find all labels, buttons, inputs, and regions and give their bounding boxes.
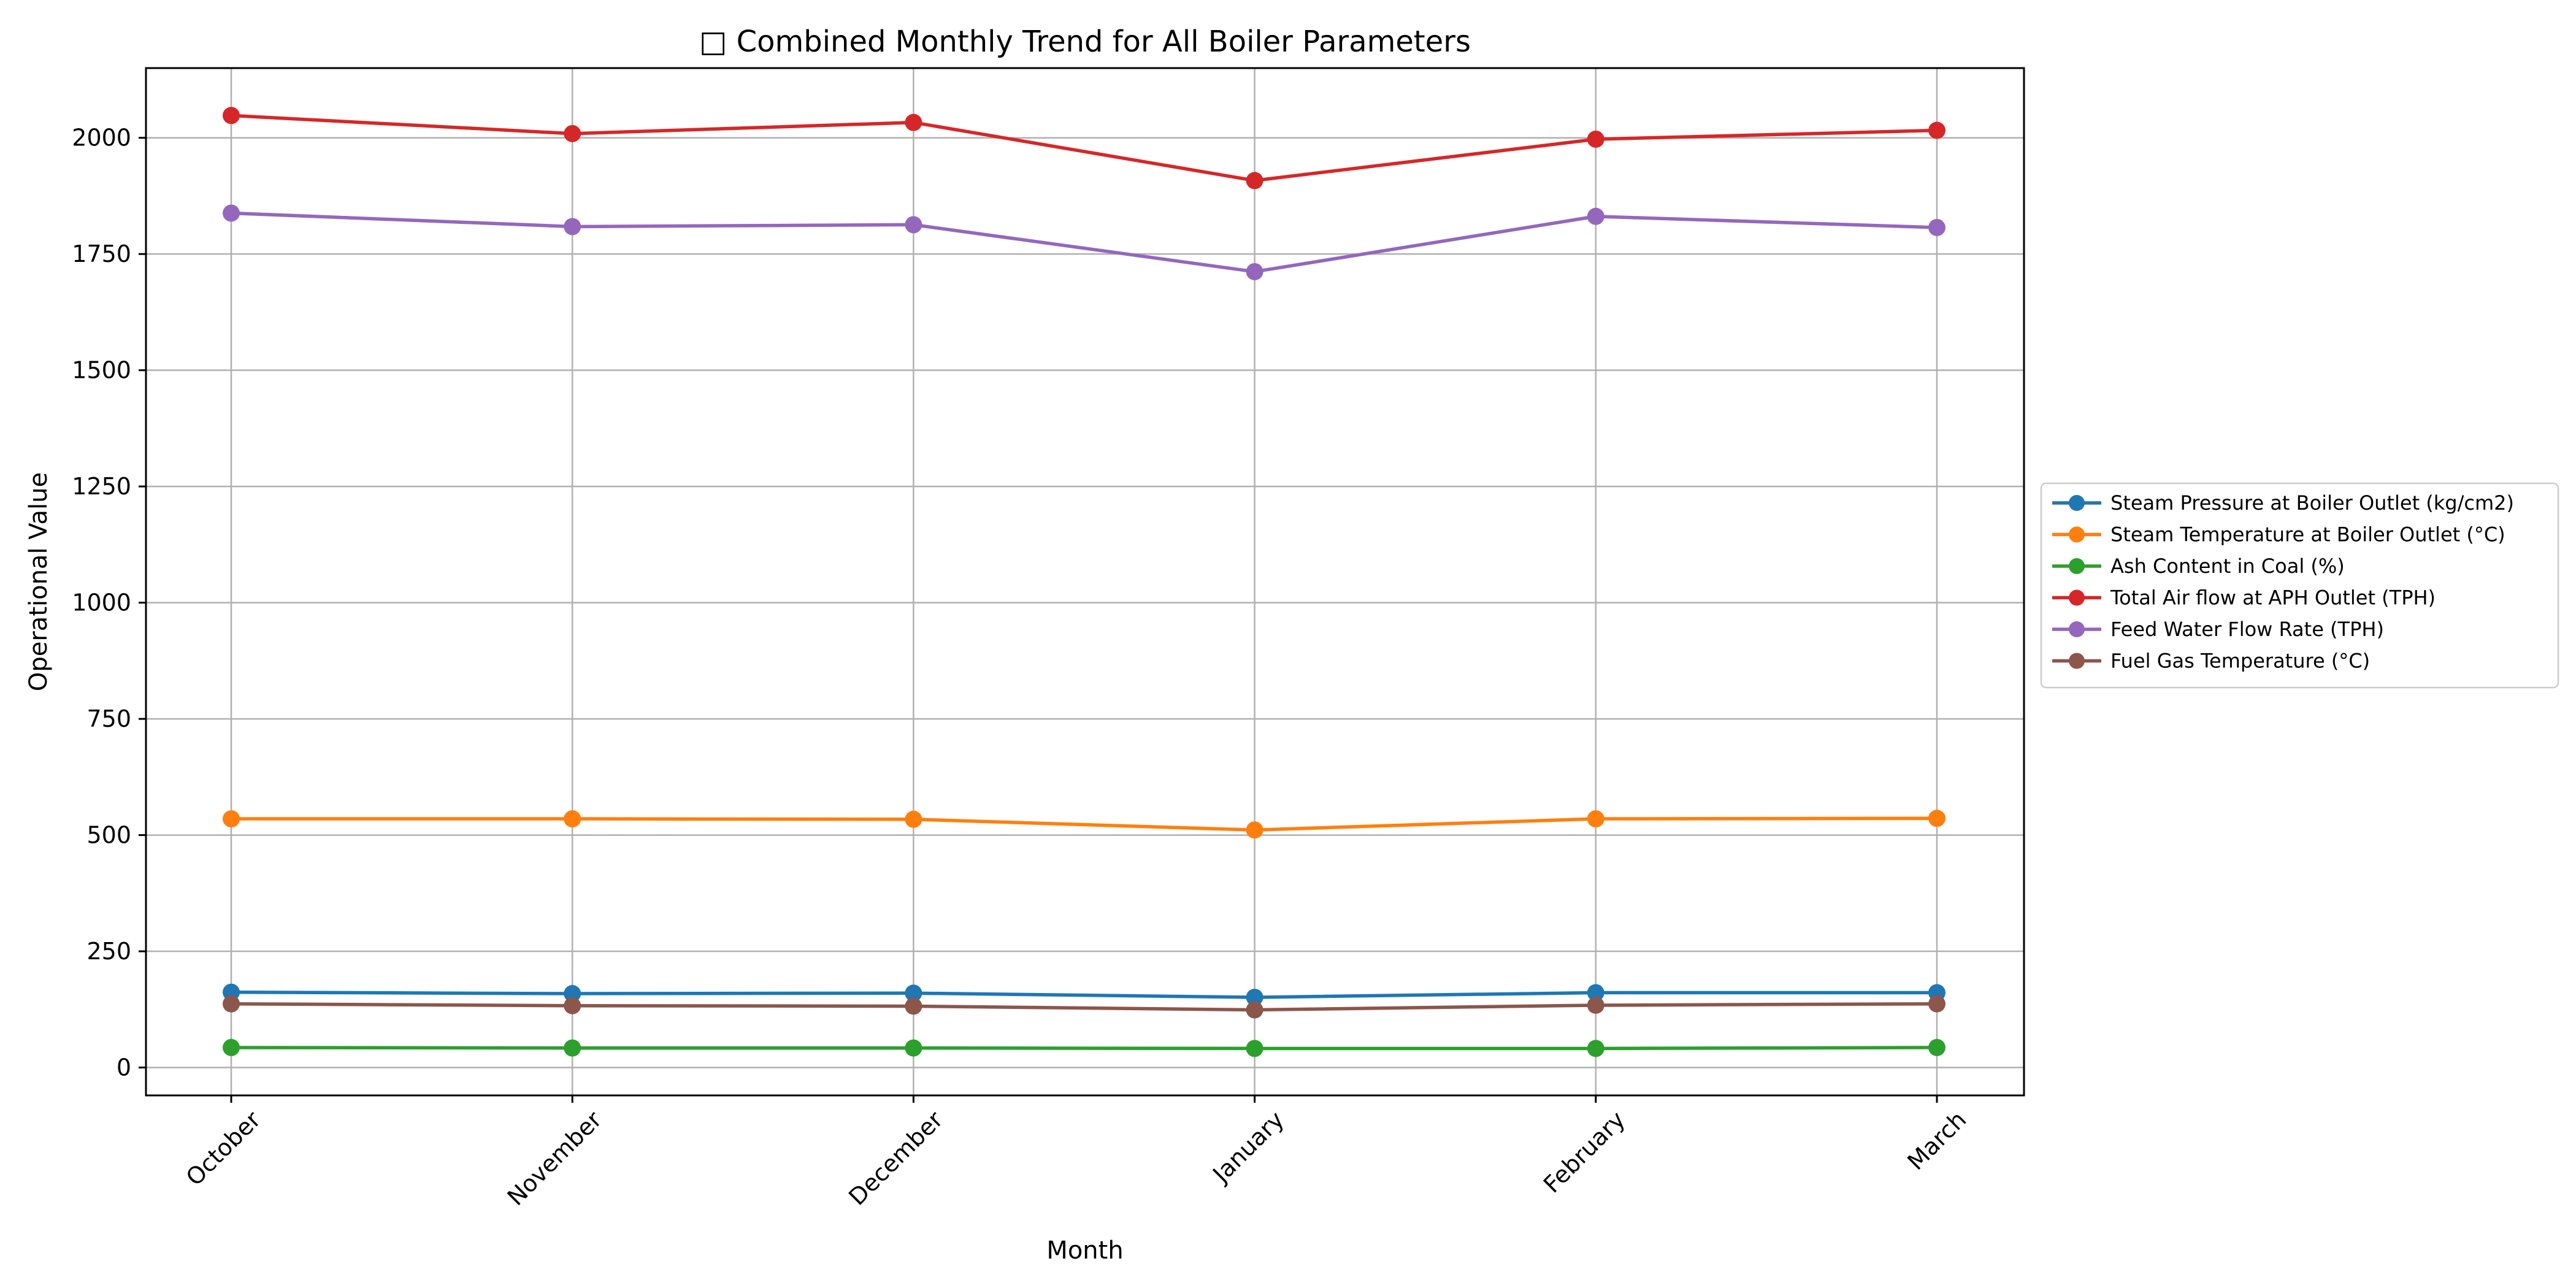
y-tick-label: 1500: [72, 357, 131, 384]
series-1: [223, 810, 1945, 839]
y-tick-label: 1000: [72, 589, 131, 616]
legend-swatch-marker: [2069, 653, 2085, 669]
series-5: [223, 995, 1945, 1019]
y-tick-label: 750: [86, 705, 131, 732]
legend-item: Feed Water Flow Rate (TPH): [2052, 618, 2384, 641]
legend-item: Steam Pressure at Boiler Outlet (kg/cm2): [2052, 491, 2514, 515]
y-axis-label: Operational Value: [25, 472, 53, 691]
legend-label: Steam Temperature at Boiler Outlet (°C): [2110, 523, 2505, 546]
data-point: [1928, 1038, 1945, 1056]
data-point: [223, 107, 240, 125]
chart-title: □ Combined Monthly Trend for All Boiler …: [699, 25, 1471, 59]
data-point: [223, 995, 240, 1013]
legend-label: Fuel Gas Temperature (°C): [2110, 650, 2370, 673]
data-point: [1246, 989, 1263, 1006]
y-tick-label: 1250: [72, 473, 131, 500]
legend-swatch-marker: [2069, 526, 2085, 543]
x-tick-label: February: [1538, 1106, 1630, 1198]
data-point: [1587, 130, 1604, 148]
data-point: [1246, 172, 1263, 190]
legend-item: Ash Content in Coal (%): [2052, 554, 2345, 578]
legend-label: Total Air flow at APH Outlet (TPH): [2110, 586, 2436, 610]
series-4: [223, 204, 1945, 280]
data-point: [564, 1039, 581, 1057]
x-tick-label: January: [1207, 1106, 1289, 1188]
data-point: [1246, 1001, 1263, 1019]
legend-label: Feed Water Flow Rate (TPH): [2110, 618, 2384, 641]
series-line: [231, 816, 1938, 832]
legend-box: [2040, 482, 2559, 689]
data-point: [564, 125, 581, 142]
x-tick-label: October: [181, 1106, 266, 1191]
data-point: [564, 997, 581, 1014]
series-2: [223, 1038, 1945, 1057]
x-tick-label: December: [843, 1106, 948, 1211]
legend: Steam Pressure at Boiler Outlet (kg/cm2)…: [2040, 482, 2559, 689]
data-point: [564, 810, 581, 828]
legend-swatch-marker: [2069, 495, 2085, 511]
y-tick-label: 500: [86, 822, 131, 849]
plot-area-frame: [145, 67, 2025, 1097]
data-point: [1587, 207, 1604, 225]
series-3: [223, 107, 1945, 190]
y-tick-label: 2000: [72, 125, 131, 151]
legend-swatch-marker: [2069, 621, 2085, 637]
data-point: [564, 218, 581, 236]
grid: [146, 68, 2024, 1095]
data-point: [1928, 995, 1945, 1013]
data-point: [1246, 821, 1263, 839]
data-point: [1928, 121, 1945, 139]
y-tick-label: 0: [117, 1054, 131, 1081]
series-line: [231, 211, 1938, 274]
data-point: [905, 984, 922, 1002]
y-tick-label: 250: [86, 938, 131, 965]
data-point: [223, 810, 240, 828]
legend-label: Ash Content in Coal (%): [2110, 554, 2345, 578]
data-point: [223, 1038, 240, 1056]
legend-item: Steam Temperature at Boiler Outlet (°C): [2052, 523, 2505, 546]
data-point: [1587, 1040, 1604, 1057]
series-line: [231, 113, 1938, 183]
legend-swatch-marker: [2069, 589, 2085, 606]
data-point: [905, 810, 922, 828]
y-tick-label: 1750: [72, 240, 131, 267]
data-point: [905, 216, 922, 234]
x-axis-ticks: October November December January February Ma…: [181, 1095, 1971, 1211]
series-line: [231, 1002, 1938, 1012]
legend-item: Total Air flow at APH Outlet (TPH): [2052, 586, 2436, 610]
data-point: [564, 985, 581, 1003]
series-line: [231, 990, 1937, 999]
series-0: [223, 983, 1945, 1006]
data-point: [223, 204, 240, 222]
data-point: [905, 997, 922, 1015]
data-point: [1587, 984, 1604, 1002]
legend-label: Steam Pressure at Boiler Outlet (kg/cm2): [2110, 491, 2514, 515]
data-point: [1246, 263, 1263, 280]
x-tick-label: March: [1902, 1106, 1971, 1175]
data-point: [1928, 218, 1945, 236]
data-point: [1246, 1040, 1263, 1057]
data-point: [1587, 810, 1604, 828]
series-line: [231, 1046, 1938, 1051]
x-axis-label: Month: [1046, 1236, 1123, 1265]
series-layer: [223, 107, 1945, 1057]
data-point: [905, 113, 922, 131]
legend-item: Fuel Gas Temperature (°C): [2052, 650, 2370, 673]
data-point: [1928, 810, 1945, 827]
y-axis-ticks: 0 250 500 750 1000 1250 1500 1750 2000: [72, 125, 146, 1081]
data-point: [1587, 996, 1604, 1014]
x-tick-label: November: [502, 1106, 607, 1211]
data-point: [905, 1039, 922, 1057]
legend-swatch-marker: [2069, 558, 2085, 574]
